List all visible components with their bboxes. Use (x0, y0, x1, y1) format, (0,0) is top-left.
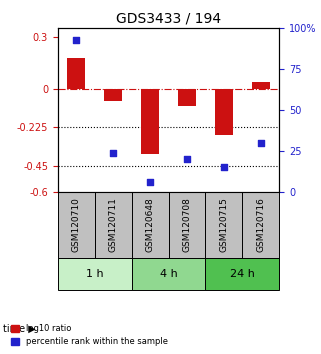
Point (110, 150, 116, 155)
FancyBboxPatch shape (58, 257, 132, 290)
Bar (67, 58, 85, 88)
Text: GSM120710: GSM120710 (72, 197, 81, 252)
FancyBboxPatch shape (205, 192, 242, 257)
Title: GDS3433 / 194: GDS3433 / 194 (116, 12, 221, 26)
Bar (252, 82, 270, 88)
Point (147, 179, 153, 185)
FancyBboxPatch shape (205, 257, 279, 290)
Text: 4 h: 4 h (160, 269, 178, 279)
Bar (215, 88, 233, 135)
FancyBboxPatch shape (169, 192, 205, 257)
Point (221, 165, 226, 170)
Text: 24 h: 24 h (230, 269, 255, 279)
FancyBboxPatch shape (95, 192, 132, 257)
Text: GSM120648: GSM120648 (145, 198, 155, 252)
FancyBboxPatch shape (132, 192, 169, 257)
Point (258, 140, 263, 146)
Text: GSM120715: GSM120715 (219, 197, 229, 252)
Point (74, 37, 79, 42)
Text: time ▶: time ▶ (3, 324, 36, 334)
Bar (104, 88, 122, 101)
FancyBboxPatch shape (58, 192, 95, 257)
Bar (178, 88, 196, 106)
FancyBboxPatch shape (132, 257, 205, 290)
Bar (141, 88, 159, 154)
Point (184, 156, 189, 162)
Text: GSM120716: GSM120716 (256, 197, 265, 252)
Text: 1 h: 1 h (86, 269, 103, 279)
Legend: log10 ratio, percentile rank within the sample: log10 ratio, percentile rank within the … (7, 321, 171, 350)
FancyBboxPatch shape (242, 192, 279, 257)
Text: GSM120708: GSM120708 (182, 197, 192, 252)
Text: GSM120711: GSM120711 (108, 197, 118, 252)
